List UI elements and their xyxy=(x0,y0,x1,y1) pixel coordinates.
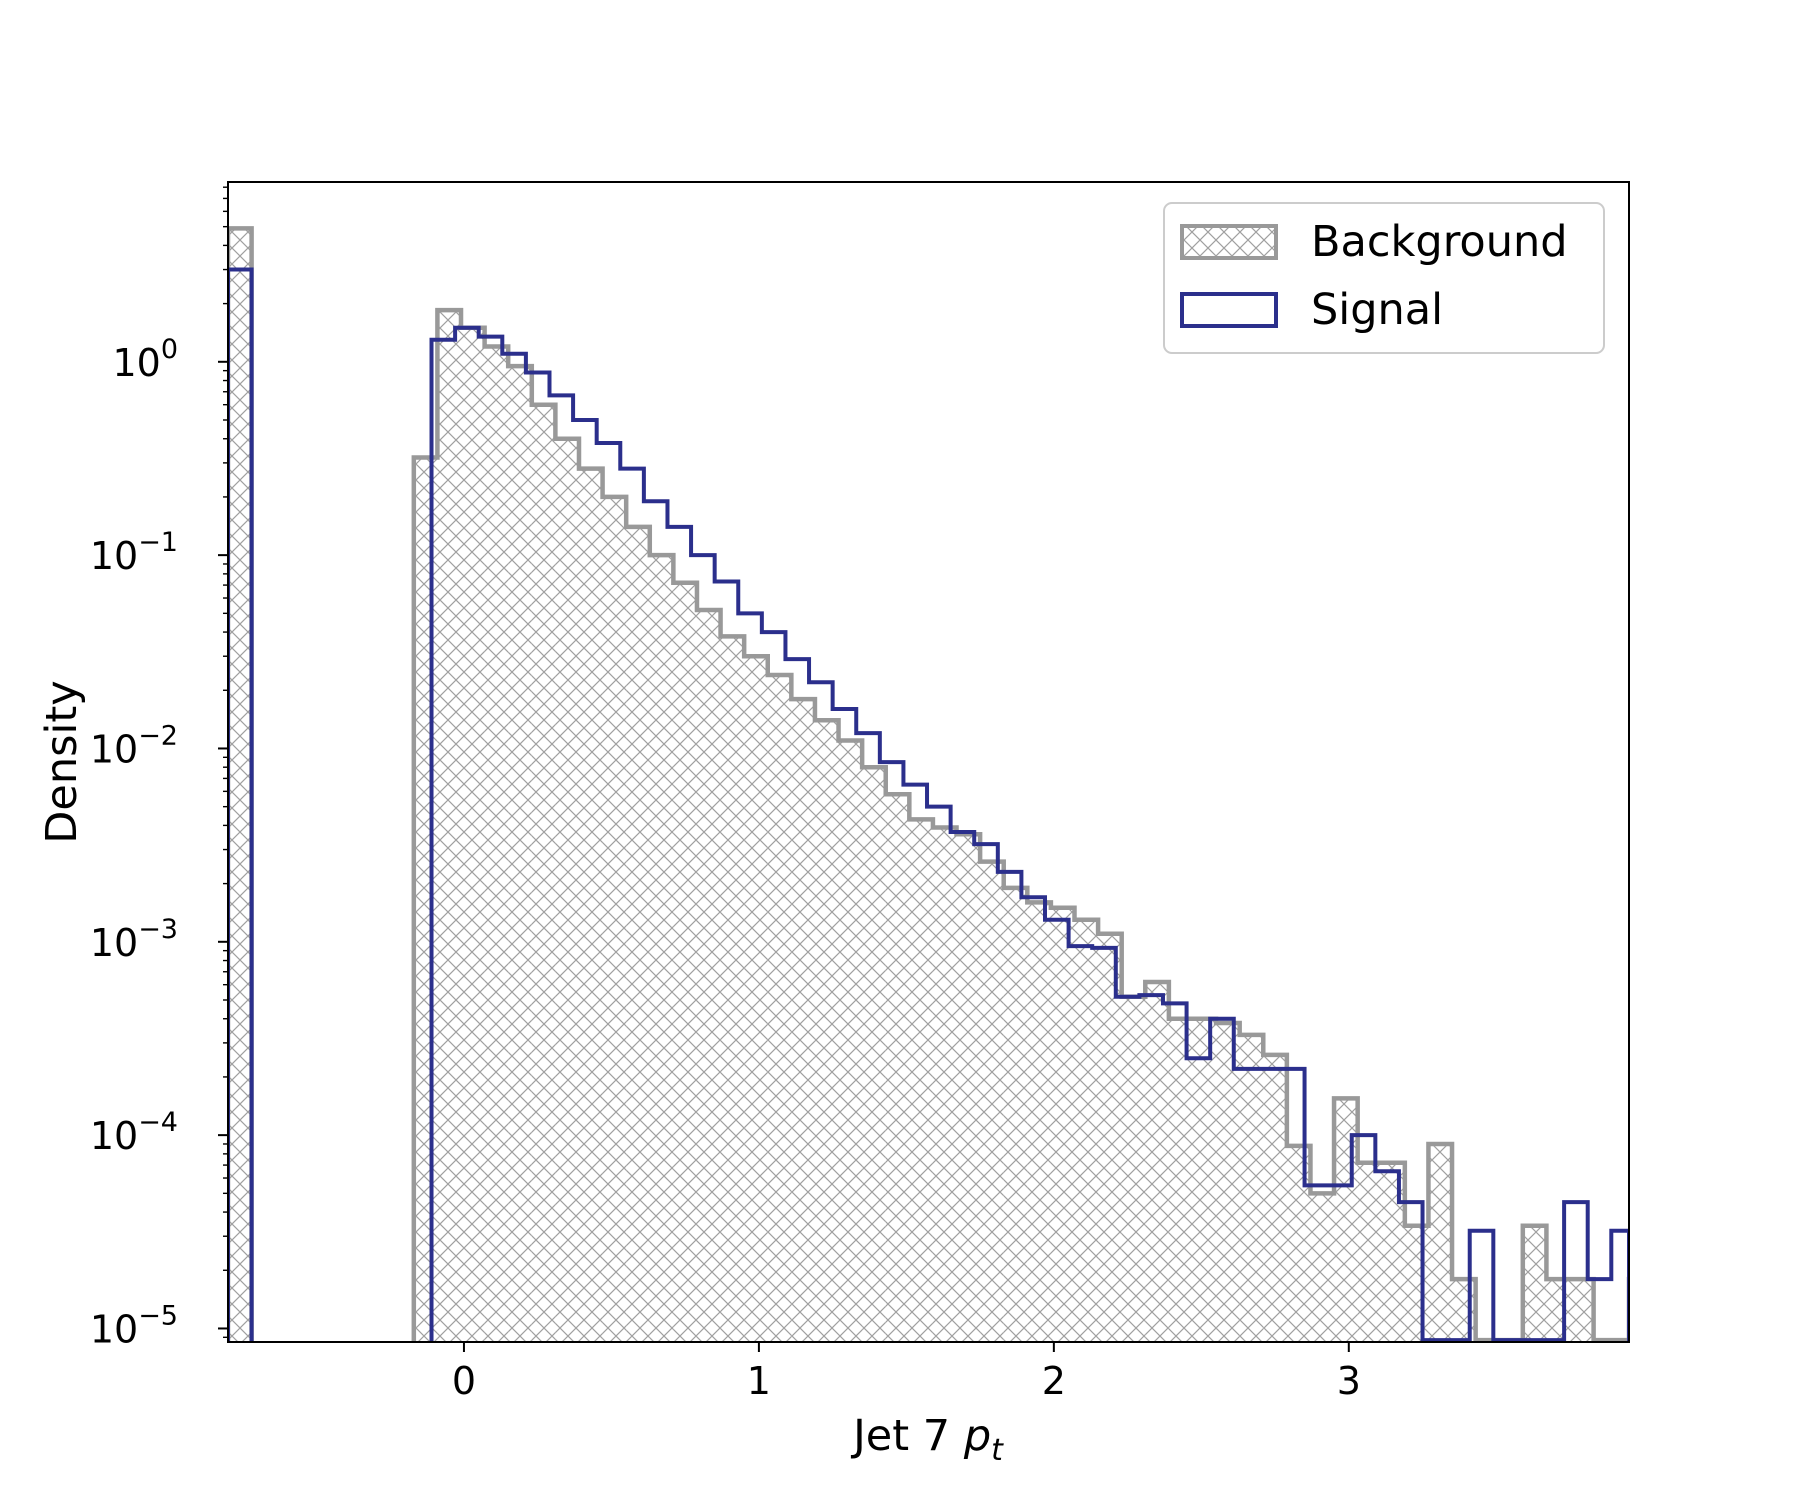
background-bar xyxy=(413,457,438,1342)
plot-area xyxy=(228,226,1629,1342)
x-axis-label: Jet 7 pt xyxy=(850,1411,1004,1468)
legend-swatch-signal xyxy=(1180,292,1278,328)
background-bar xyxy=(1452,1279,1476,1342)
y-tick-label: 10−5 xyxy=(90,1300,178,1351)
background-bar xyxy=(1428,1143,1453,1342)
background-bar xyxy=(1522,1225,1547,1342)
legend: Background Signal xyxy=(1163,202,1605,354)
background-bar xyxy=(461,327,485,1342)
background-bar xyxy=(1003,887,1028,1342)
background-bar xyxy=(484,346,509,1342)
x-axis-label-italic: p xyxy=(963,1411,991,1461)
background-bar xyxy=(1216,1023,1240,1342)
background-bar xyxy=(1027,902,1051,1342)
y-axis-ticks: 10−5 10−4 10−3 10−2 10−1 100 xyxy=(90,186,228,1351)
background-bar xyxy=(531,404,556,1342)
background-bar xyxy=(1357,1162,1382,1342)
background-bar xyxy=(1310,1193,1335,1342)
y-tick-label: 10−1 xyxy=(90,527,178,578)
background-bar xyxy=(1263,1054,1287,1342)
background-bar xyxy=(1286,1145,1311,1342)
background-histogram xyxy=(228,226,1629,1342)
x-tick-label: 3 xyxy=(1337,1359,1361,1403)
background-bar xyxy=(1381,1162,1405,1342)
background-bar xyxy=(980,861,1004,1342)
background-bar xyxy=(744,656,768,1342)
background-bar xyxy=(626,526,650,1342)
signal-outline xyxy=(228,267,1629,1342)
background-bar xyxy=(1145,981,1169,1342)
background-bar xyxy=(673,582,697,1342)
background-bar xyxy=(1570,1279,1594,1342)
background-bar xyxy=(602,496,627,1342)
background-bar xyxy=(791,699,815,1342)
background-bar xyxy=(814,720,839,1342)
background-bar xyxy=(956,834,981,1342)
background-bar xyxy=(696,610,721,1342)
background-bar xyxy=(1192,1018,1217,1342)
background-bar xyxy=(578,468,603,1342)
background-bar xyxy=(555,438,579,1342)
y-tick-label: 10−4 xyxy=(90,1107,178,1158)
background-bar xyxy=(437,310,462,1342)
background-bar xyxy=(862,767,886,1342)
background-bar xyxy=(909,819,933,1342)
background-bar xyxy=(228,228,252,1342)
x-tick-label: 2 xyxy=(1042,1359,1066,1403)
y-tick-label: 10−2 xyxy=(90,720,178,771)
background-bar xyxy=(1121,996,1146,1342)
background-bar xyxy=(1546,1279,1571,1342)
x-axis-label-main: Jet 7 xyxy=(850,1411,964,1461)
background-bar xyxy=(649,555,674,1342)
y-tick-label: 10−3 xyxy=(90,914,178,965)
legend-label-background: Background xyxy=(1311,217,1568,267)
legend-swatch-background xyxy=(1180,224,1278,260)
background-bar xyxy=(1074,919,1099,1342)
background-bar xyxy=(885,794,910,1342)
background-bar xyxy=(720,636,745,1342)
x-axis-label-sub: t xyxy=(991,1433,1004,1468)
background-bar xyxy=(1404,1225,1429,1342)
background-bar xyxy=(1098,933,1122,1342)
x-axis-ticks: 0 1 2 3 xyxy=(452,1342,1361,1403)
y-tick-label: 100 xyxy=(112,334,178,385)
signal-histogram xyxy=(228,267,1629,1342)
background-bar xyxy=(1050,907,1075,1342)
plot-frame xyxy=(227,181,1630,1343)
background-bar xyxy=(508,366,532,1342)
y-axis-label: Density xyxy=(37,680,87,843)
x-tick-label: 1 xyxy=(747,1359,771,1403)
background-bar xyxy=(767,674,792,1342)
background-bar xyxy=(1168,1018,1193,1342)
background-bar xyxy=(838,740,863,1342)
legend-label-signal: Signal xyxy=(1311,285,1443,335)
x-tick-label: 0 xyxy=(452,1359,476,1403)
background-bar xyxy=(932,827,957,1342)
background-bar xyxy=(1239,1034,1264,1342)
